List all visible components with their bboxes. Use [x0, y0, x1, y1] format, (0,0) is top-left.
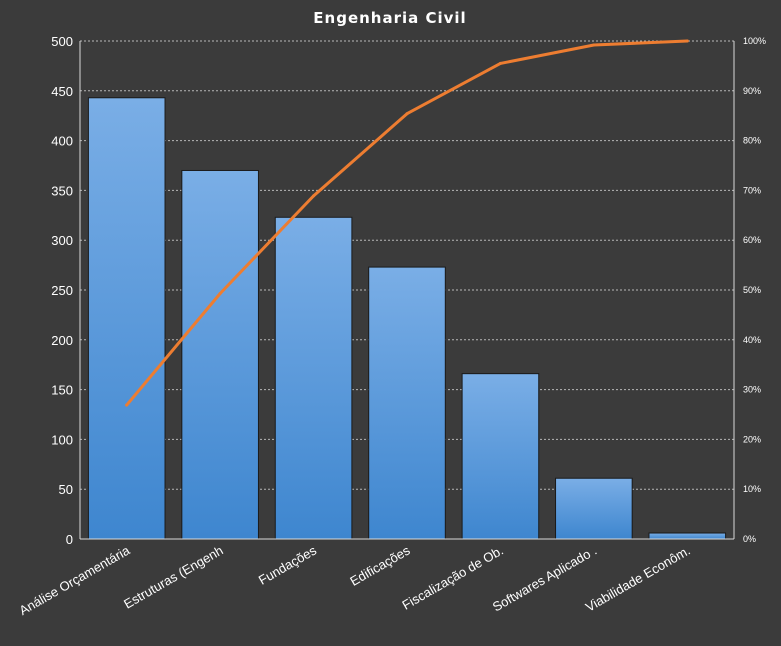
y-tick-label: 200	[51, 333, 73, 348]
y-tick-label: 250	[51, 283, 73, 298]
bar	[555, 477, 633, 540]
secondary-y-tick-label: 70%	[743, 185, 761, 195]
secondary-y-tick-label: 90%	[743, 86, 761, 96]
bar	[461, 373, 540, 540]
secondary-y-tick-label: 60%	[743, 235, 761, 245]
x-tick-label: Análise Orçamentária	[16, 542, 132, 618]
secondary-y-axis-tick-labels: 0% 10% 20% 30% 40% 50% 60% 70% 80% 90% 100%	[743, 36, 766, 544]
line-point	[125, 403, 129, 407]
y-axis-tick-labels: 0 50 100 150 200 250 300 350 400 450 500	[51, 34, 73, 547]
line-point	[312, 194, 316, 198]
secondary-y-tick-label: 50%	[743, 285, 761, 295]
y-tick-label: 0	[66, 532, 73, 547]
line-point	[498, 61, 502, 65]
y-tick-label: 50	[59, 482, 73, 497]
y-tick-label: 400	[51, 134, 73, 149]
bar	[274, 216, 353, 540]
secondary-y-tick-label: 0%	[743, 534, 756, 544]
y-tick-label: 350	[51, 183, 73, 198]
line-point	[405, 112, 409, 116]
line-point	[592, 43, 596, 47]
secondary-y-tick-label: 40%	[743, 335, 761, 345]
bar	[648, 532, 727, 540]
axes	[79, 41, 735, 540]
cumulative-line-series	[125, 39, 689, 407]
x-tick-label: Fundações	[256, 542, 320, 587]
secondary-y-tick-label: 10%	[743, 484, 761, 494]
secondary-y-tick-label: 30%	[743, 385, 761, 395]
secondary-y-tick-label: 20%	[743, 434, 761, 444]
y-tick-label: 500	[51, 34, 73, 49]
y-tick-label: 300	[51, 233, 73, 248]
y-tick-label: 450	[51, 84, 73, 99]
chart-title: Engenharia Civil	[313, 9, 466, 27]
bar	[181, 169, 259, 540]
secondary-y-tick-label: 80%	[743, 136, 761, 146]
y-tick-label: 150	[51, 383, 73, 398]
secondary-y-tick-label: 100%	[743, 36, 766, 46]
bar	[368, 266, 446, 540]
line-point	[218, 291, 222, 295]
x-tick-label: Viabilidade Econôm.	[583, 543, 693, 615]
y-tick-label: 100	[51, 432, 73, 447]
x-tick-label: Edificações	[347, 542, 413, 588]
bars	[87, 97, 727, 540]
x-tick-label: Estruturas (Engenh	[121, 543, 226, 612]
bar	[87, 97, 166, 540]
line-point	[685, 39, 689, 43]
